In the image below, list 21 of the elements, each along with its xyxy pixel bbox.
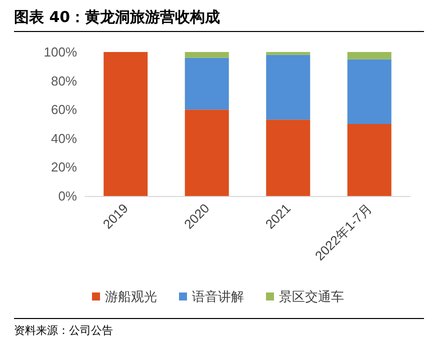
bar [184,52,229,58]
y-tick-label: 80% [50,73,78,88]
y-tick-label: 20% [50,160,78,175]
bar [266,52,310,55]
bar [266,120,310,196]
y-tick-label: 100% [44,44,78,60]
y-tick-label: 0% [58,188,78,204]
bar [347,124,392,196]
chart-title: 图表 40：黄龙洞旅游营收构成 [14,8,424,32]
legend-label: 语音讲解 [192,289,244,304]
text: 资料来源：公司公告 [14,318,424,338]
legend-label: 游船观光 [105,289,157,304]
legend-label: 景区交通车 [279,289,344,304]
bar [347,52,392,60]
y-tick-label: 60% [50,102,78,118]
y-tick-label: 40% [50,130,78,146]
bar [347,59,392,124]
bar [184,110,229,196]
bar [104,52,148,196]
bar [184,58,229,110]
bar [266,54,310,120]
